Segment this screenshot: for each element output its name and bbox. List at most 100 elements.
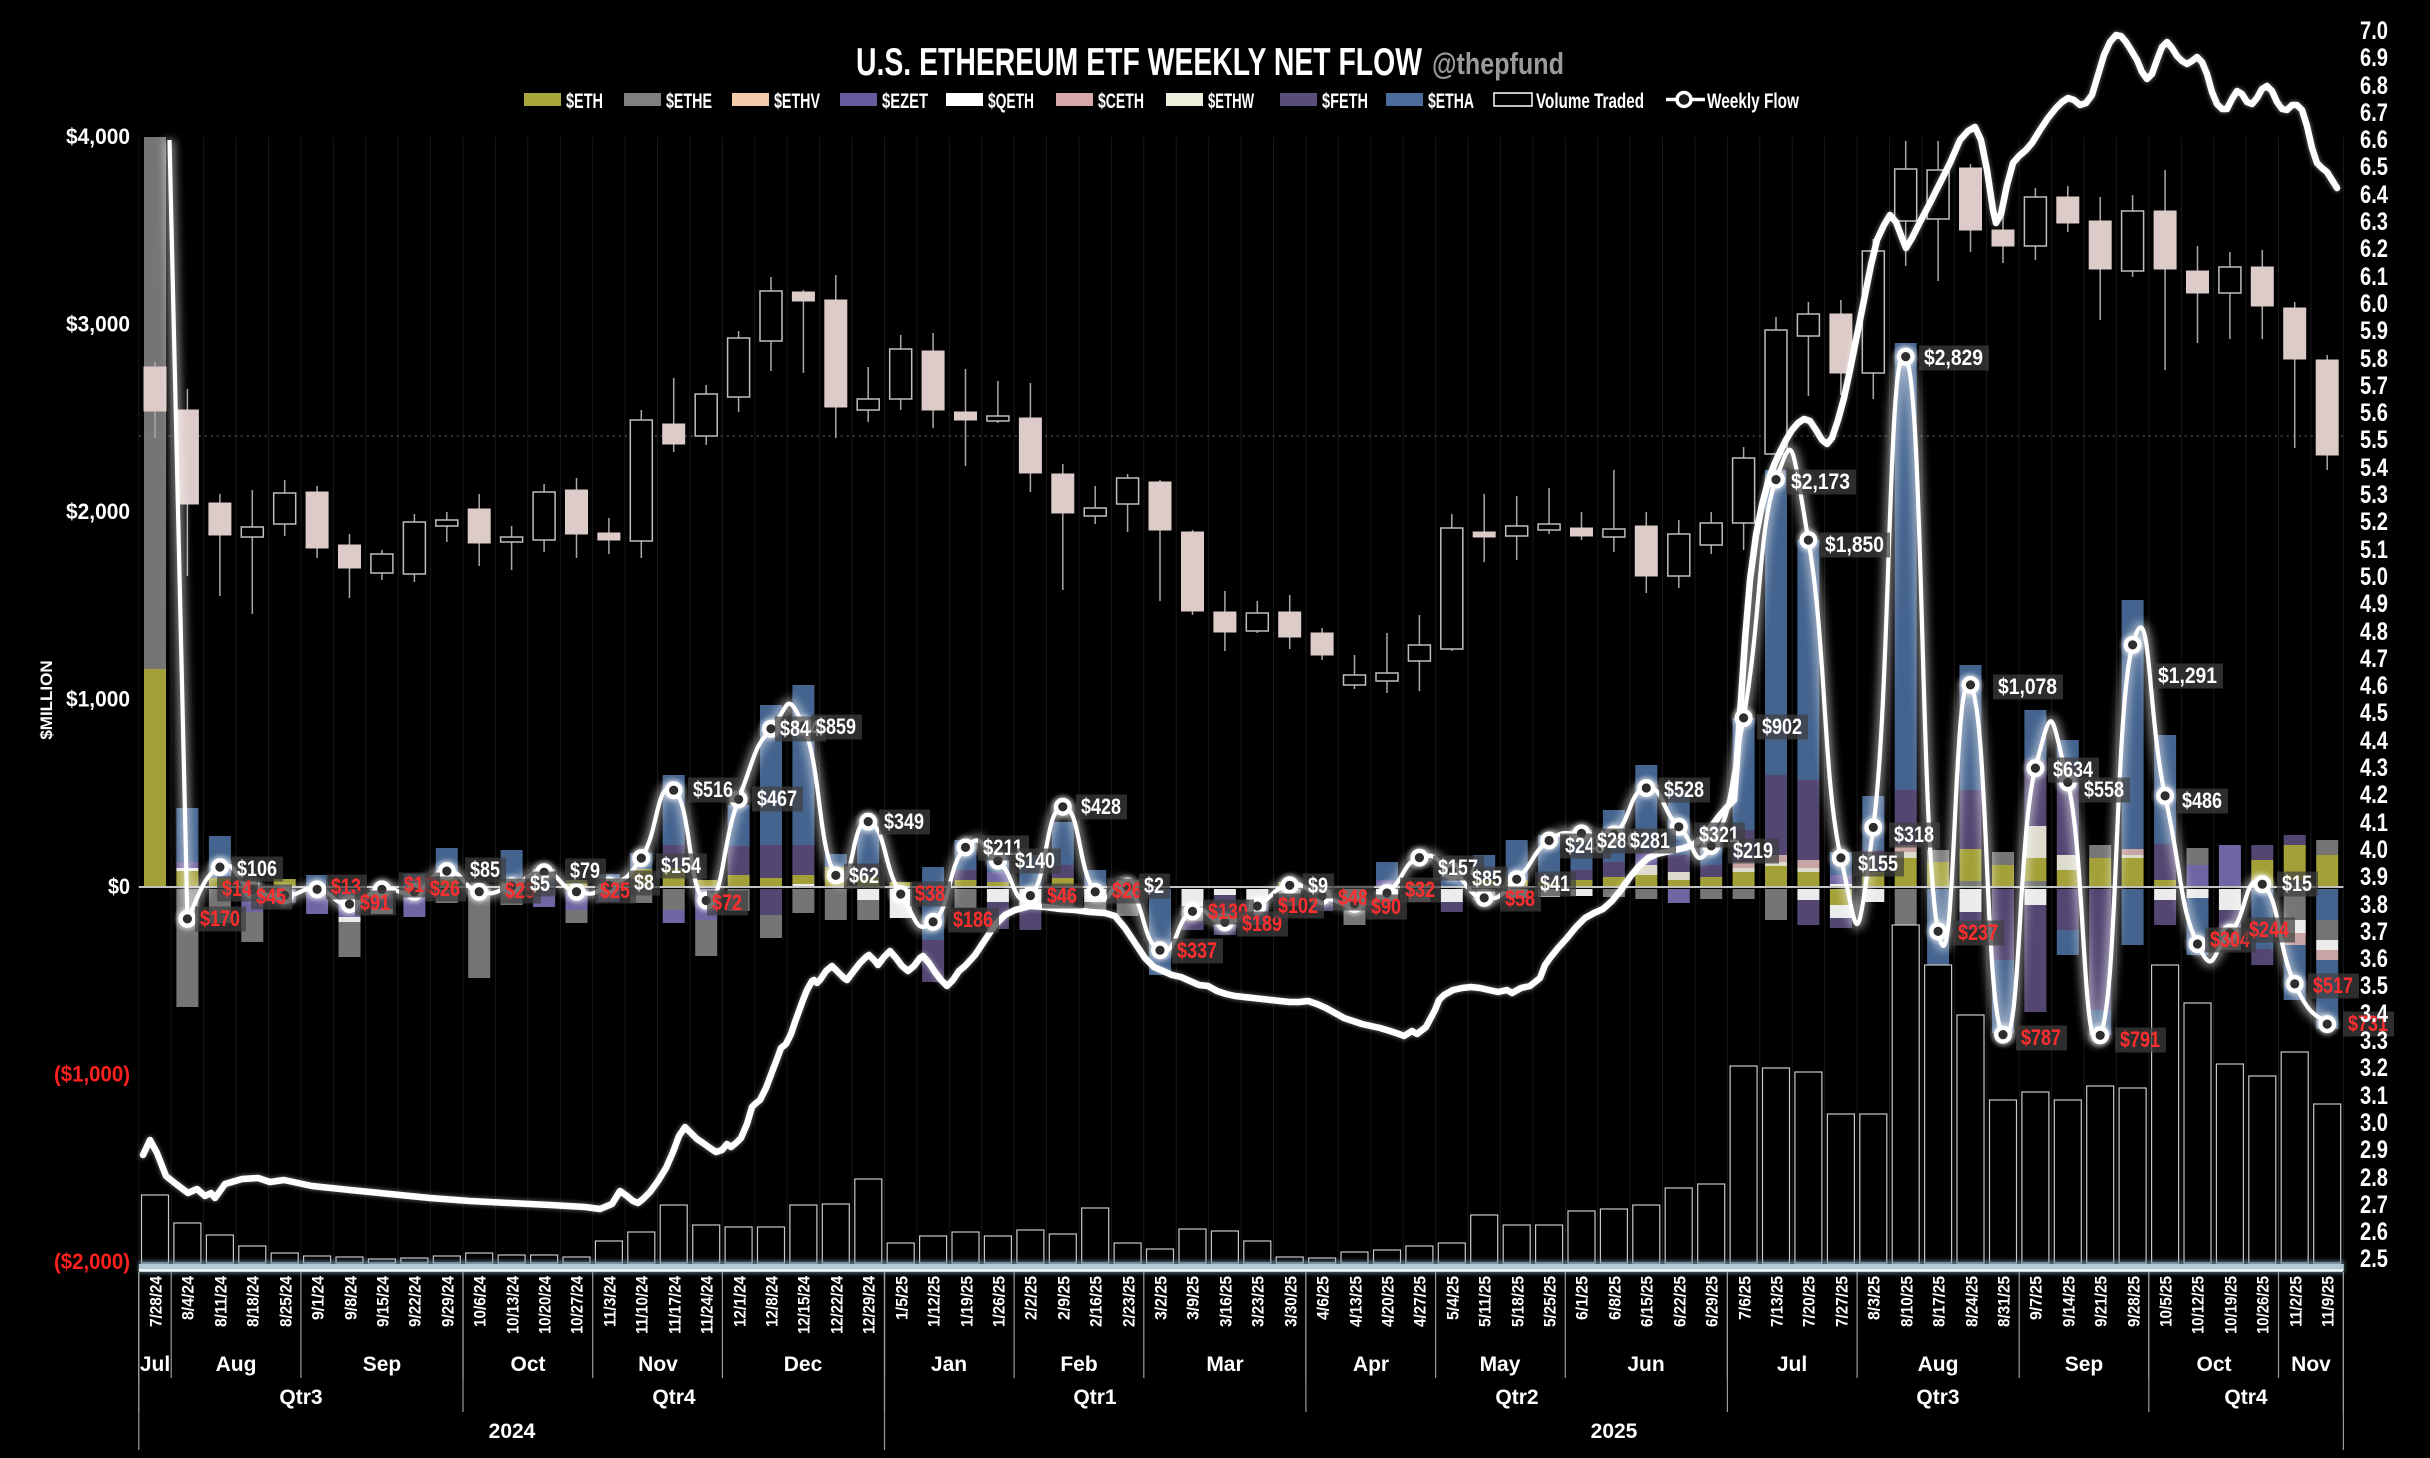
- svg-text:$62: $62: [849, 863, 879, 888]
- svg-text:$140: $140: [1015, 848, 1055, 873]
- svg-text:$72: $72: [712, 890, 742, 915]
- svg-text:$3,000: $3,000: [66, 312, 130, 337]
- svg-text:Feb: Feb: [1060, 1353, 1097, 1376]
- svg-text:$1,000: $1,000: [66, 687, 130, 712]
- svg-text:6.5: 6.5: [2360, 153, 2388, 181]
- svg-text:6/1/25: 6/1/25: [1573, 1276, 1592, 1320]
- svg-text:4.2: 4.2: [2360, 781, 2388, 809]
- svg-text:10/27/24: 10/27/24: [568, 1276, 587, 1334]
- svg-text:$85: $85: [1472, 866, 1502, 891]
- svg-text:6.0: 6.0: [2360, 290, 2388, 318]
- svg-text:Volume Traded: Volume Traded: [1536, 90, 1644, 113]
- svg-text:$85: $85: [470, 857, 500, 882]
- svg-text:9/1/24: 9/1/24: [309, 1275, 328, 1320]
- svg-text:11/24/24: 11/24/24: [698, 1276, 717, 1334]
- svg-text:$4,000: $4,000: [66, 124, 130, 149]
- svg-text:$516: $516: [693, 777, 733, 802]
- svg-text:$244: $244: [2249, 917, 2290, 942]
- svg-text:6.2: 6.2: [2360, 235, 2388, 263]
- svg-text:Dec: Dec: [784, 1353, 823, 1376]
- svg-text:4.4: 4.4: [2360, 727, 2388, 755]
- svg-text:6.4: 6.4: [2360, 181, 2388, 209]
- svg-text:$ETH: $ETH: [566, 90, 603, 113]
- svg-text:5.7: 5.7: [2360, 372, 2388, 400]
- svg-text:5.2: 5.2: [2360, 508, 2388, 536]
- svg-text:May: May: [1480, 1353, 1521, 1376]
- svg-text:8/3/25: 8/3/25: [1865, 1276, 1884, 1320]
- svg-text:2/2/25: 2/2/25: [1022, 1276, 1041, 1320]
- svg-text:8/4/24: 8/4/24: [179, 1275, 198, 1320]
- svg-text:$528: $528: [1664, 777, 1704, 802]
- svg-text:2/16/25: 2/16/25: [1087, 1276, 1106, 1327]
- svg-text:6.8: 6.8: [2360, 72, 2388, 100]
- svg-text:$170: $170: [200, 906, 240, 931]
- svg-text:6/15/25: 6/15/25: [1638, 1276, 1657, 1327]
- svg-text:7/27/25: 7/27/25: [1833, 1276, 1852, 1327]
- svg-text:$58: $58: [1505, 886, 1535, 911]
- svg-text:$91: $91: [360, 890, 390, 915]
- svg-text:($2,000): ($2,000): [54, 1249, 130, 1274]
- svg-text:10/19/25: 10/19/25: [2222, 1276, 2241, 1334]
- svg-text:6/8/25: 6/8/25: [1606, 1276, 1625, 1320]
- svg-text:Aug: Aug: [1918, 1353, 1959, 1376]
- svg-text:$787: $787: [2021, 1025, 2061, 1050]
- svg-text:9/7/25: 9/7/25: [2027, 1276, 2046, 1320]
- svg-text:$15: $15: [2282, 871, 2312, 896]
- svg-text:7/13/25: 7/13/25: [1768, 1276, 1787, 1327]
- svg-text:6.6: 6.6: [2360, 126, 2388, 154]
- svg-text:Oct: Oct: [2196, 1353, 2231, 1376]
- svg-text:12/8/24: 12/8/24: [763, 1276, 782, 1327]
- svg-text:$46: $46: [1047, 883, 1077, 908]
- svg-text:$2,173: $2,173: [1791, 469, 1850, 494]
- svg-text:9/14/25: 9/14/25: [2060, 1276, 2079, 1327]
- svg-text:9/15/24: 9/15/24: [374, 1276, 393, 1327]
- svg-text:9/21/25: 9/21/25: [2092, 1276, 2111, 1327]
- svg-text:$791: $791: [2120, 1027, 2160, 1052]
- svg-text:5.8: 5.8: [2360, 345, 2388, 373]
- svg-text:4.1: 4.1: [2360, 809, 2388, 837]
- svg-text:$517: $517: [2313, 973, 2353, 998]
- svg-text:12/1/24: 12/1/24: [731, 1276, 750, 1327]
- svg-text:3.4: 3.4: [2360, 1000, 2388, 1028]
- svg-text:6.9: 6.9: [2360, 44, 2388, 72]
- svg-text:Qtr3: Qtr3: [279, 1386, 322, 1409]
- svg-text:U.S. ETHEREUM ETF WEEKLY NET F: U.S. ETHEREUM ETF WEEKLY NET FLOW: [856, 41, 1422, 84]
- svg-text:2/23/25: 2/23/25: [1120, 1276, 1139, 1327]
- svg-text:2/9/25: 2/9/25: [1055, 1276, 1074, 1320]
- svg-text:$ETHW: $ETHW: [1208, 90, 1254, 113]
- svg-text:12/29/24: 12/29/24: [860, 1276, 879, 1334]
- svg-text:3/16/25: 3/16/25: [1217, 1276, 1236, 1327]
- svg-text:6/29/25: 6/29/25: [1703, 1276, 1722, 1327]
- svg-text:6.1: 6.1: [2360, 263, 2388, 291]
- svg-text:$ETHE: $ETHE: [666, 90, 712, 113]
- svg-text:11/10/24: 11/10/24: [633, 1276, 652, 1334]
- svg-text:7/20/25: 7/20/25: [1800, 1276, 1819, 1327]
- svg-text:5.1: 5.1: [2360, 536, 2388, 564]
- svg-text:3.6: 3.6: [2360, 945, 2388, 973]
- svg-text:7.0: 7.0: [2360, 17, 2388, 45]
- svg-text:11/17/24: 11/17/24: [666, 1276, 685, 1334]
- svg-text:Jul: Jul: [1777, 1353, 1807, 1376]
- svg-text:2.5: 2.5: [2360, 1245, 2388, 1273]
- svg-text:3.0: 3.0: [2360, 1109, 2388, 1137]
- svg-text:$38: $38: [915, 881, 945, 906]
- svg-text:$2,000: $2,000: [66, 499, 130, 524]
- svg-text:10/6/24: 10/6/24: [471, 1276, 490, 1327]
- svg-text:$337: $337: [1177, 938, 1217, 963]
- svg-text:4.3: 4.3: [2360, 754, 2388, 782]
- svg-text:5.5: 5.5: [2360, 426, 2388, 454]
- svg-text:$ETHV: $ETHV: [774, 90, 820, 113]
- svg-text:$237: $237: [1958, 920, 1998, 945]
- svg-text:$186: $186: [953, 907, 993, 932]
- svg-text:4.0: 4.0: [2360, 836, 2388, 864]
- svg-text:2.8: 2.8: [2360, 1164, 2388, 1192]
- svg-text:$9: $9: [1308, 873, 1328, 898]
- svg-text:2025: 2025: [1591, 1420, 1638, 1443]
- svg-text:Mar: Mar: [1206, 1353, 1243, 1376]
- svg-text:5.9: 5.9: [2360, 317, 2388, 345]
- svg-text:$304: $304: [2210, 927, 2251, 952]
- svg-text:3/30/25: 3/30/25: [1282, 1276, 1301, 1327]
- svg-text:4.6: 4.6: [2360, 672, 2388, 700]
- svg-text:$154: $154: [661, 853, 702, 878]
- svg-text:11/9/25: 11/9/25: [2319, 1276, 2338, 1327]
